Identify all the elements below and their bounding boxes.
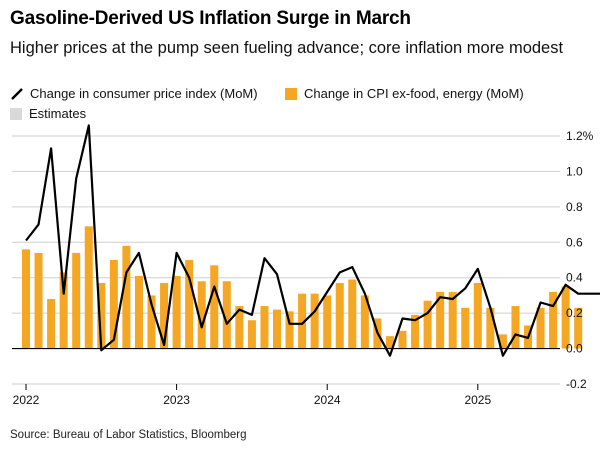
bar-core-cpi [310, 293, 319, 349]
bar-core-cpi [72, 252, 81, 349]
bar-core-cpi [134, 275, 143, 349]
bar-core-cpi [122, 245, 131, 349]
y-tick-label: 1.0 [566, 164, 583, 178]
chart-title: Gasoline-Derived US Inflation Surge in M… [10, 8, 411, 29]
bar-core-cpi [34, 252, 43, 349]
bar-core-cpi [47, 298, 56, 349]
bar-core-cpi [498, 334, 507, 349]
legend-item-core: Change in CPI ex-food, energy (MoM) [285, 86, 524, 101]
x-tick-label: 2025 [464, 393, 491, 407]
legend-label-estimates: Estimates [29, 106, 87, 121]
bar-core-cpi [247, 320, 256, 349]
x-tick-label: 2023 [163, 393, 190, 407]
source-note: Source: Bureau of Labor Statistics, Bloo… [10, 429, 247, 441]
bar-core-cpi [473, 283, 482, 349]
bar-core-cpi [398, 330, 407, 349]
y-tick-label: 0.4 [566, 271, 583, 285]
y-tick-label: 0.0 [566, 342, 583, 356]
bar-core-cpi [147, 295, 156, 349]
y-tick-label: 0.6 [566, 235, 583, 249]
y-tick-label: 0.2 [566, 306, 583, 320]
bar-core-cpi [511, 306, 520, 349]
bar-core-cpi [222, 281, 231, 349]
bar-core-cpi [448, 291, 457, 349]
bar-core-cpi [59, 272, 68, 349]
bar-core-cpi [260, 306, 269, 349]
bar-core-cpi [360, 295, 369, 349]
bar-core-cpi [561, 286, 570, 349]
bar-core-cpi [411, 314, 420, 349]
bar-core-cpi [385, 336, 394, 349]
bar-core-cpi [97, 283, 106, 349]
bar-core-cpi [335, 283, 344, 349]
y-tick-label: -0.2 [566, 377, 587, 391]
bar-core-cpi [197, 281, 206, 349]
bar-core-cpi [84, 226, 93, 349]
line-headline-cpi [25, 124, 600, 357]
bar-core-cpi [273, 309, 281, 349]
bar-core-cpi [185, 260, 194, 349]
bar-core-cpi [574, 307, 583, 349]
bar-core-cpi [323, 295, 332, 349]
bar-core-cpi [461, 307, 470, 349]
bar-core-cpi [235, 306, 244, 349]
bar-core-cpi [436, 291, 445, 349]
bar-core-cpi [285, 311, 294, 349]
bar-core-cpi [298, 293, 307, 349]
bar-core-cpi [348, 279, 357, 349]
bar-core-cpi [536, 307, 545, 349]
legend-item-estimates: Estimates [10, 106, 86, 121]
chart-subtitle: Higher prices at the pump seen fueling a… [10, 39, 564, 57]
legend-swatch-estimates [10, 107, 22, 120]
y-tick-label: 1.2% [566, 129, 594, 143]
bar-core-cpi [423, 300, 432, 349]
legend-item-cpi: Change in consumer price index (MoM) [10, 86, 258, 101]
bar-core-cpi [160, 283, 169, 349]
x-tick-label: 2024 [314, 393, 341, 407]
legend-label-cpi: Change in consumer price index (MoM) [30, 86, 258, 101]
legend-swatch-core [285, 87, 297, 100]
bar-core-cpi [22, 249, 30, 349]
x-tick-label: 2022 [13, 393, 40, 407]
bar-core-cpi [549, 291, 558, 349]
bar-core-cpi [210, 265, 219, 349]
bar-core-cpi [486, 307, 495, 349]
y-tick-label: 0.8 [566, 200, 583, 214]
legend-label-core: Change in CPI ex-food, energy (MoM) [304, 86, 524, 101]
bar-core-cpi [109, 260, 118, 349]
legend-line-icon [11, 87, 23, 100]
bar-core-cpi [172, 275, 181, 349]
